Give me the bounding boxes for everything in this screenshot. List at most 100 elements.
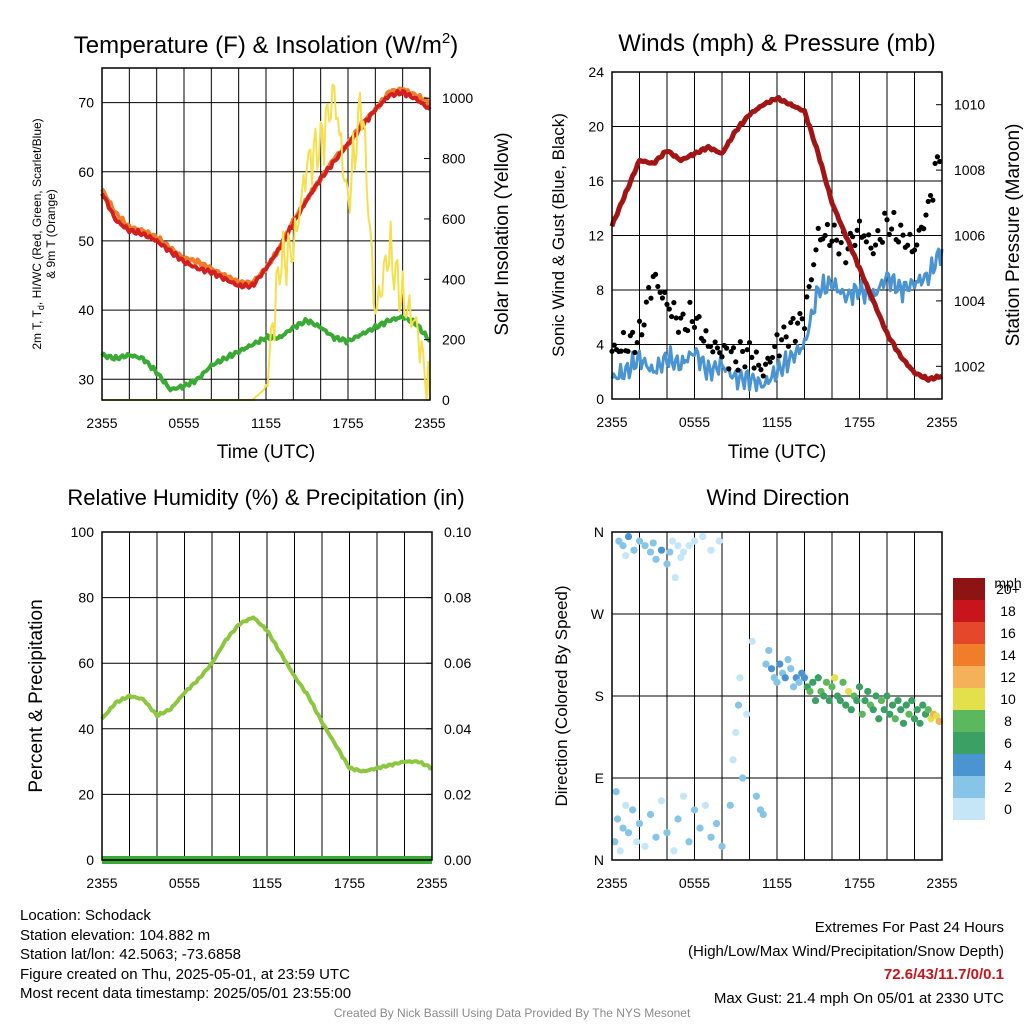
gust-point [712, 339, 718, 345]
y-tick-label: 8 [596, 282, 604, 298]
direction-ticks: N E S W N 2355 0555 1155 1755 2355 [591, 524, 958, 891]
direction-point [916, 719, 924, 727]
direction-point [836, 696, 844, 705]
direction-ylabel: Direction (Colored By Speed) [552, 585, 571, 806]
humidity-ylabel: Percent & Precipitation [26, 599, 47, 792]
winds-y2label: Station Pressure (Maroon) [1003, 124, 1024, 347]
extremes-description: (High/Low/Max Wind/Precipitation/Snow De… [688, 942, 1004, 960]
created-text: Figure created on Thu, 2025-05-01, at 23… [20, 965, 350, 983]
direction-point [880, 706, 888, 714]
gust-point [907, 231, 913, 237]
gust-point [911, 247, 918, 253]
colorbar-label: 4 [1004, 757, 1012, 773]
gust-point [905, 242, 911, 248]
direction-point [781, 674, 789, 682]
direction-point [776, 660, 784, 668]
x-tick-label: 2355 [926, 875, 957, 891]
gust-point [675, 329, 682, 335]
direction-point [641, 842, 649, 850]
colorbar-swatch [953, 688, 985, 710]
colorbar-swatch [953, 644, 985, 666]
direction-point [842, 701, 850, 709]
gust-point [758, 367, 764, 373]
location-text: Location: Schodack [20, 907, 151, 924]
y2-tick-label: 0.06 [444, 655, 471, 671]
direction-point [685, 542, 693, 550]
direction-point [646, 548, 655, 556]
gust-point [836, 251, 842, 257]
direction-point [883, 692, 891, 700]
y-tick-label: 0 [596, 391, 604, 407]
y2-tick-label: 0.10 [444, 524, 471, 540]
gust-point [781, 324, 787, 330]
humidity-ticks: 0 20 40 60 80 100 0.00 0.02 0.04 0.06 0.08 0.10 2355… [71, 524, 472, 891]
temperature-panel: 30 40 50 60 70 0 200 400 600 800 1000 2355 0555 1155 1… [30, 30, 513, 463]
temperature-ticks: 30 40 50 60 70 0 200 400 600 800 1000 2355 0555 1155 1… [78, 90, 473, 431]
direction-point [831, 674, 839, 682]
elevation-text: Station elevation: 104.882 m [20, 926, 211, 944]
direction-point [615, 537, 623, 545]
direction-point [913, 706, 921, 714]
y-tick-label: 20 [78, 786, 94, 802]
temperature-title: Temperature (F) & Insolation (W/m2) [74, 30, 458, 59]
y2-tick-label: 0.02 [444, 786, 471, 802]
gust-point [639, 332, 645, 338]
x-tick-label: 1755 [844, 875, 875, 891]
colorbar-label: 14 [1000, 647, 1016, 663]
direction-point [657, 546, 666, 554]
gust-point [625, 348, 631, 354]
direction-point [635, 537, 644, 545]
direction-point [888, 701, 897, 709]
direction-point [663, 560, 671, 568]
gust-point [790, 315, 796, 322]
gust-point [646, 284, 652, 291]
direction-point [657, 797, 666, 805]
gust-point [744, 347, 750, 353]
gust-point [868, 245, 874, 251]
direction-point [886, 710, 894, 718]
x-tick-label: 2355 [86, 415, 117, 431]
gust-point [719, 354, 725, 360]
direction-point [734, 701, 743, 709]
gust-point [824, 221, 831, 228]
direction-point [630, 546, 638, 554]
direction-point [853, 696, 861, 705]
direction-point [690, 806, 699, 814]
y2-tick-label: 800 [442, 151, 466, 167]
x-tick-label: 2355 [596, 875, 627, 891]
gust-point [792, 338, 798, 344]
direction-plot [611, 532, 943, 855]
colorbar-label: 18 [1000, 603, 1016, 619]
direction-point [679, 548, 688, 556]
gust-point [620, 329, 627, 336]
colorbar-label: 2 [1004, 779, 1012, 795]
gust-point [717, 350, 723, 356]
gust-point [765, 355, 771, 361]
gust-point [678, 315, 684, 321]
direction-point [869, 706, 877, 714]
latlon-text: Station lat/lon: 42.5063; -73.6858 [20, 946, 242, 963]
gust-point [937, 158, 943, 165]
gust-point [898, 222, 904, 228]
gust-point [843, 260, 849, 266]
gust-point [641, 322, 647, 328]
y-tick-label: 60 [78, 655, 94, 671]
winds-xlabel: Time (UTC) [728, 442, 827, 463]
direction-point [736, 674, 744, 682]
gust-point [829, 238, 835, 244]
y-tick-label: 100 [71, 524, 95, 540]
gust-point [742, 364, 748, 370]
y2-tick-label: 1002 [954, 358, 985, 374]
gust-point [689, 318, 695, 325]
gust-point [804, 294, 810, 300]
gust-point [687, 299, 693, 305]
max-gust-text: Max Gust: 21.4 mph On 05/01 at 2330 UTC [713, 989, 1004, 1007]
gust-point [696, 314, 702, 320]
gust-point [778, 337, 785, 343]
gust-point [666, 306, 672, 312]
direction-point [663, 829, 671, 837]
direction-point [784, 655, 792, 664]
x-tick-label: 2355 [86, 875, 117, 891]
gust-point [680, 311, 686, 317]
colorbar-label: 6 [1004, 735, 1012, 751]
